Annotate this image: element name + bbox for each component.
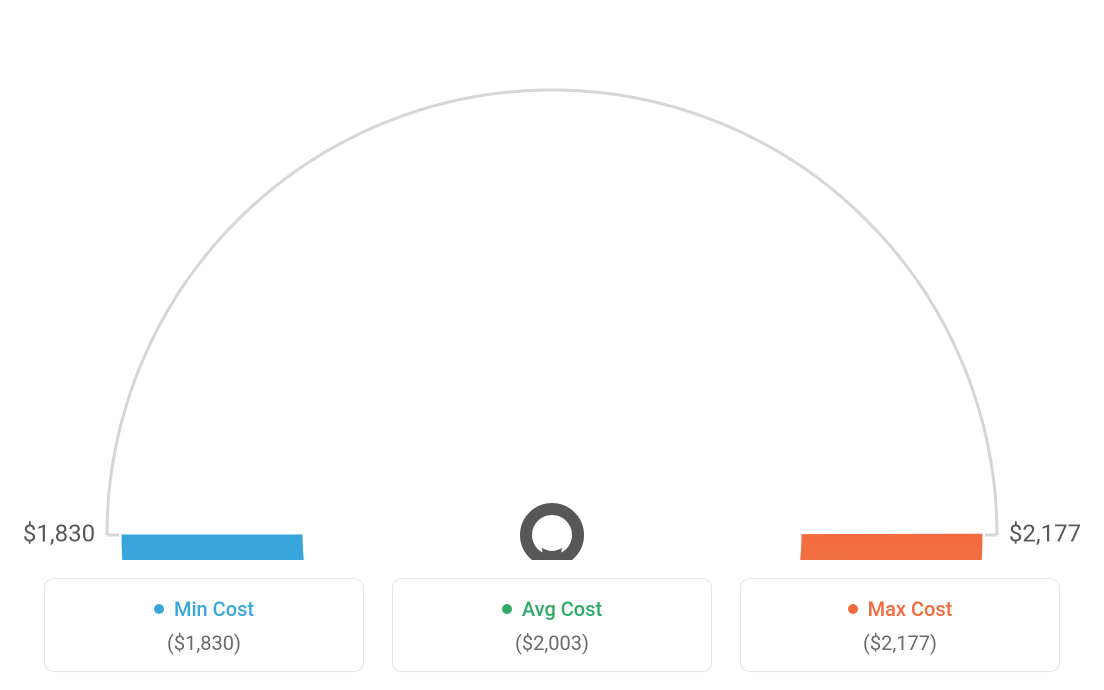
min-cost-dot-icon — [154, 604, 164, 614]
cost-cards-row: Min Cost ($1,830) Avg Cost ($2,003) Max … — [0, 578, 1104, 672]
gauge-outline — [107, 90, 997, 535]
avg-cost-dot-icon — [502, 604, 512, 614]
max-cost-value: ($2,177) — [751, 631, 1049, 655]
avg-cost-card: Avg Cost ($2,003) — [392, 578, 712, 672]
max-cost-label-row: Max Cost — [751, 597, 1049, 621]
min-cost-label: Min Cost — [174, 597, 254, 621]
min-cost-label-row: Min Cost — [55, 597, 353, 621]
avg-cost-label-row: Avg Cost — [403, 597, 701, 621]
max-cost-dot-icon — [848, 604, 858, 614]
gauge-needle-hub-inner — [536, 519, 568, 551]
max-cost-label: Max Cost — [868, 597, 953, 621]
min-cost-value: ($1,830) — [55, 631, 353, 655]
avg-cost-label: Avg Cost — [522, 597, 602, 621]
cost-gauge-chart: $1,830$1,873$1,916$2,003$2,061$2,119$2,1… — [0, 0, 1104, 690]
avg-cost-value: ($2,003) — [403, 631, 701, 655]
min-cost-card: Min Cost ($1,830) — [44, 578, 364, 672]
max-cost-card: Max Cost ($2,177) — [740, 578, 1060, 672]
gauge-tick-label: $1,830 — [23, 519, 95, 547]
gauge-tick-label: $2,177 — [1009, 519, 1081, 547]
gauge-svg: $1,830$1,873$1,916$2,003$2,061$2,119$2,1… — [0, 0, 1104, 560]
